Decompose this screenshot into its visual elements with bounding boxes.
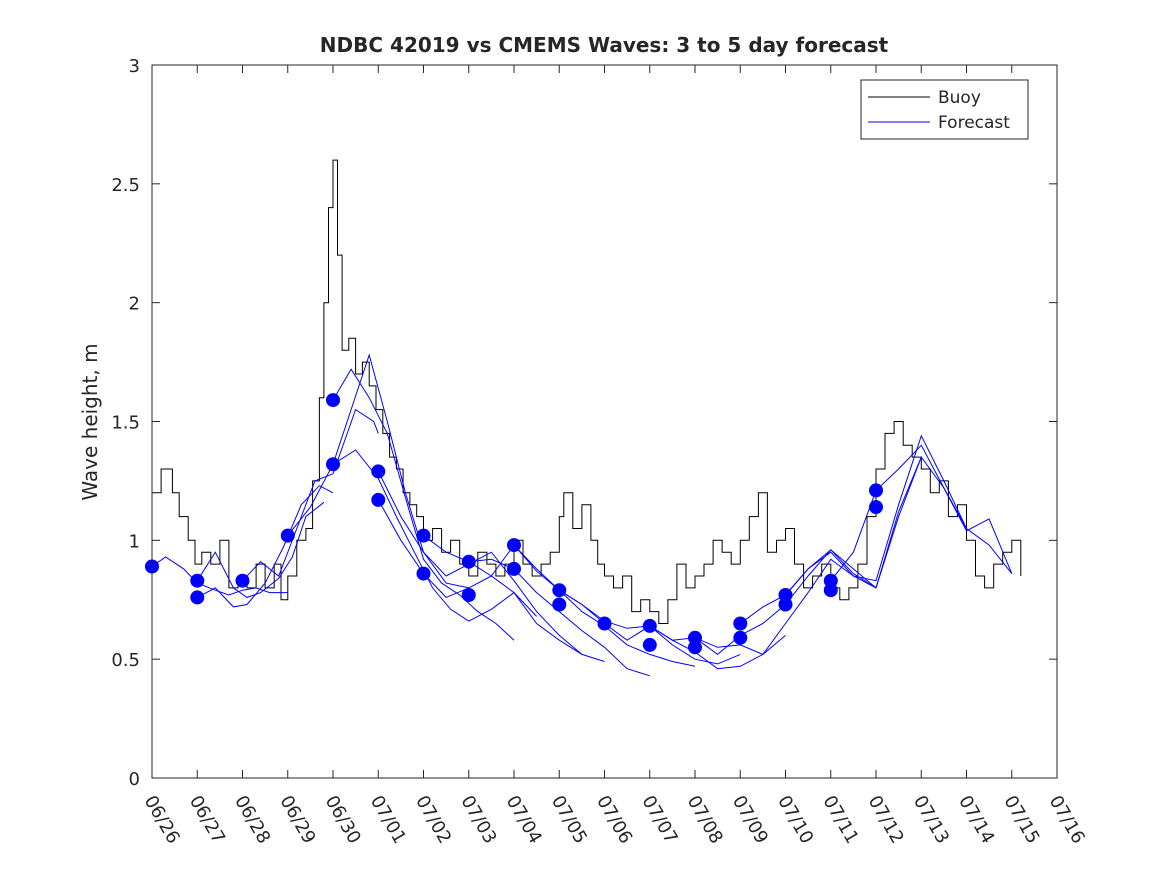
y-tick-label: 2.5	[111, 175, 140, 196]
forecast-marker	[280, 528, 295, 543]
legend-forecast-label: Forecast	[938, 113, 1010, 133]
forecast-marker	[461, 554, 476, 569]
forecast-marker	[416, 528, 431, 543]
forecast-marker	[642, 637, 657, 652]
legend-box	[860, 79, 1029, 140]
forecast-marker	[869, 483, 883, 498]
forecast-run-line	[377, 471, 583, 655]
y-tick-label: 1.5	[111, 413, 140, 434]
forecast-marker	[733, 630, 748, 645]
forecast-run-line	[830, 444, 1013, 582]
forecast-marker	[823, 583, 838, 598]
forecast-run-line	[513, 544, 741, 665]
forecast-run-line	[332, 368, 515, 641]
forecast-run-line	[423, 535, 650, 677]
forecast-marker	[326, 393, 340, 408]
forecast-run-line	[197, 485, 334, 608]
forecast-marker	[733, 616, 748, 631]
plot-background	[152, 65, 1057, 778]
forecast-run-line	[468, 544, 696, 667]
forecast-marker	[371, 492, 386, 507]
forecast-run-line	[196, 501, 325, 598]
forecast-run-line	[785, 456, 1013, 596]
marker-layer	[145, 393, 883, 655]
legend-buoy-label: Buoy	[938, 88, 981, 108]
forecast-run-line	[332, 449, 537, 622]
buoy-series-line	[152, 159, 1022, 624]
forecast-marker	[869, 500, 883, 515]
plot-area	[145, 64, 1058, 779]
y-tick-label: 0.5	[111, 650, 140, 671]
forecast-marker	[190, 573, 205, 588]
forecast-marker	[190, 590, 205, 605]
forecast-layer	[152, 353, 1013, 677]
forecast-marker	[507, 561, 521, 576]
forecast-marker	[778, 597, 793, 612]
y-tick-label: 2	[129, 294, 140, 315]
forecast-marker	[642, 618, 657, 633]
buoy-layer	[152, 159, 1022, 624]
y-axis-label: Wave height, m	[78, 343, 102, 500]
chart-title: NDBC 42019 vs CMEMS Waves: 3 to 5 day fo…	[320, 33, 889, 57]
forecast-run-line	[287, 353, 469, 589]
forecast-marker	[507, 538, 521, 553]
forecast-run-line	[649, 549, 877, 656]
y-tick-label: 1	[129, 531, 140, 552]
forecast-marker	[461, 588, 476, 602]
forecast-marker	[326, 457, 340, 472]
forecast-marker	[688, 640, 702, 655]
y-tick-label: 0	[129, 769, 140, 790]
forecast-marker	[371, 464, 386, 479]
forecast-marker	[552, 597, 567, 612]
y-axis-ticks: 0 0.5 1 1.5 2 2.5 3	[111, 56, 1057, 790]
forecast-run-line	[740, 434, 967, 624]
y-tick-label: 3	[129, 56, 140, 77]
forecast-marker	[416, 566, 431, 581]
forecast-run-line	[242, 408, 379, 582]
forecast-marker	[597, 616, 612, 631]
forecast-marker	[235, 573, 250, 588]
forecast-marker	[552, 583, 567, 598]
legend: Buoy Forecast	[860, 79, 1029, 140]
